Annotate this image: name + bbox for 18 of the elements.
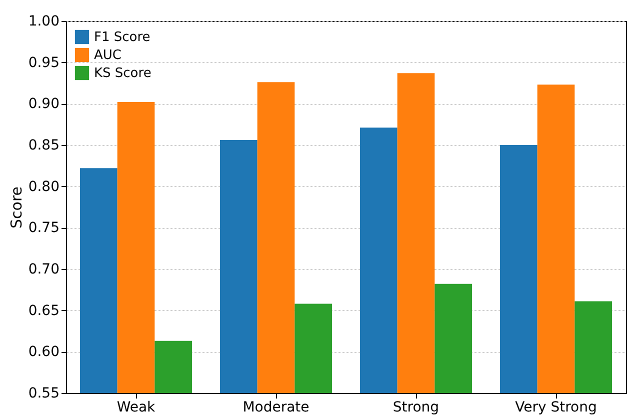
y-tick-label: 0.65 [28, 302, 60, 319]
y-tick-label: 0.55 [28, 386, 60, 402]
legend-label: F1 Score [94, 30, 150, 45]
legend-label: AUC [94, 48, 122, 63]
x-tick-label: Weak [116, 400, 156, 416]
y-tick-label: 1.00 [28, 14, 60, 30]
y-tick-label: 0.90 [28, 96, 60, 112]
x-tick-label: Moderate [242, 400, 310, 416]
x-tick-label: Very Strong [515, 400, 597, 416]
x-tick-label: Strong [392, 400, 440, 416]
y-tick-label: 0.85 [28, 138, 60, 154]
y-tick-label: 0.60 [28, 344, 60, 360]
y-tick-label: 0.75 [28, 220, 60, 236]
y-axis-title: Score [7, 186, 26, 229]
y-tick-label: 0.95 [28, 54, 60, 71]
y-tick-label: 0.70 [28, 262, 60, 278]
legend-label: KS Score [94, 66, 152, 81]
y-tick-label: 0.80 [28, 178, 60, 195]
